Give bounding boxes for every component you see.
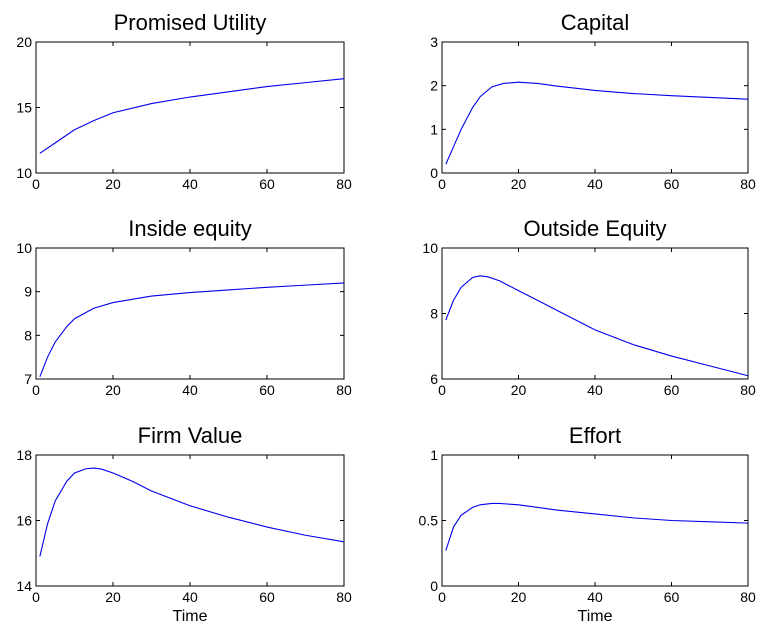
y-tick-label: 10	[422, 240, 438, 256]
y-tick-label: 3	[430, 34, 438, 50]
x-tick-label: 60	[664, 176, 680, 192]
chart-title: Inside equity	[128, 216, 252, 241]
x-tick-label: 40	[587, 589, 603, 605]
x-tick-label: 40	[182, 176, 198, 192]
y-tick-label: 1	[430, 121, 438, 137]
plot-frame	[35, 454, 345, 587]
y-tick-label: 8	[24, 327, 32, 343]
x-tick-label: 20	[511, 176, 527, 192]
y-tick-label: 2	[430, 78, 438, 94]
y-tick-label: 10	[16, 165, 32, 181]
chart-title: Capital	[561, 10, 629, 35]
y-tick-label: 1	[430, 447, 438, 463]
plot-frame	[441, 247, 749, 380]
x-tick-label: 0	[32, 382, 40, 398]
x-tick-label: 0	[438, 382, 446, 398]
y-tick-label: 9	[24, 284, 32, 300]
x-tick-label: 60	[259, 176, 275, 192]
x-tick-label: 0	[438, 589, 446, 605]
y-tick-label: 7	[24, 371, 32, 387]
y-tick-label: 0	[430, 578, 438, 594]
plot-frame	[441, 41, 749, 174]
chart-panel-4: Firm Value 0 20 40 60 80 14 16 18 Time	[16, 423, 352, 625]
plot-frame	[35, 247, 345, 380]
series-line	[39, 78, 345, 154]
x-tick-label: 20	[511, 382, 527, 398]
x-tick-label: 60	[259, 382, 275, 398]
y-tick-label: 6	[430, 371, 438, 387]
x-tick-label: 80	[336, 176, 352, 192]
x-tick-label: 20	[105, 589, 121, 605]
y-tick-label: 8	[430, 306, 438, 322]
x-tick-label: 60	[259, 589, 275, 605]
x-axis-label: Time	[578, 608, 613, 625]
x-tick-label: 80	[336, 589, 352, 605]
chart-panel-2: Inside equity 0 20 40 60 80 7 8 9 10	[16, 216, 352, 398]
plot-frame	[35, 41, 345, 174]
x-tick-label: 0	[438, 176, 446, 192]
x-tick-label: 0	[32, 176, 40, 192]
series-line	[445, 275, 749, 377]
chart-title: Promised Utility	[114, 10, 267, 35]
plot-frame	[441, 454, 749, 587]
y-tick-label: 18	[16, 447, 32, 463]
y-tick-label: 10	[16, 240, 32, 256]
series-line	[39, 282, 345, 378]
x-tick-label: 80	[740, 589, 756, 605]
chart-panel-3: Outside Equity 0 20 40 60 80 6 8 10	[422, 216, 756, 398]
x-tick-label: 40	[182, 589, 198, 605]
series-line	[445, 502, 749, 551]
y-tick-label: 20	[16, 34, 32, 50]
series-line	[445, 81, 749, 165]
x-tick-label: 20	[105, 176, 121, 192]
chart-title: Firm Value	[138, 423, 243, 448]
chart-panel-5: Effort 0 20 40 60 80 0 0.5 1 Time	[419, 423, 756, 625]
y-tick-label: 14	[16, 578, 32, 594]
x-tick-label: 80	[336, 382, 352, 398]
x-tick-label: 60	[664, 589, 680, 605]
y-tick-label: 0	[430, 165, 438, 181]
x-tick-label: 80	[740, 176, 756, 192]
x-tick-label: 20	[105, 382, 121, 398]
x-tick-label: 40	[587, 176, 603, 192]
x-tick-label: 40	[587, 382, 603, 398]
x-tick-label: 80	[740, 382, 756, 398]
series-line	[39, 467, 345, 557]
chart-title: Outside Equity	[523, 216, 666, 241]
chart-title: Effort	[569, 423, 621, 448]
y-tick-label: 15	[16, 100, 32, 116]
y-tick-label: 0.5	[419, 513, 439, 529]
y-tick-label: 16	[16, 513, 32, 529]
x-tick-label: 60	[664, 382, 680, 398]
x-tick-label: 40	[182, 382, 198, 398]
x-axis-label: Time	[173, 608, 208, 625]
x-tick-label: 0	[32, 589, 40, 605]
x-tick-label: 20	[511, 589, 527, 605]
chart-panel-1: Capital 0 20 40 60 80 0 1 2 3	[430, 10, 756, 192]
chart-panel-0: Promised Utility 0 20 40 60 80 10 15 20	[16, 10, 352, 192]
